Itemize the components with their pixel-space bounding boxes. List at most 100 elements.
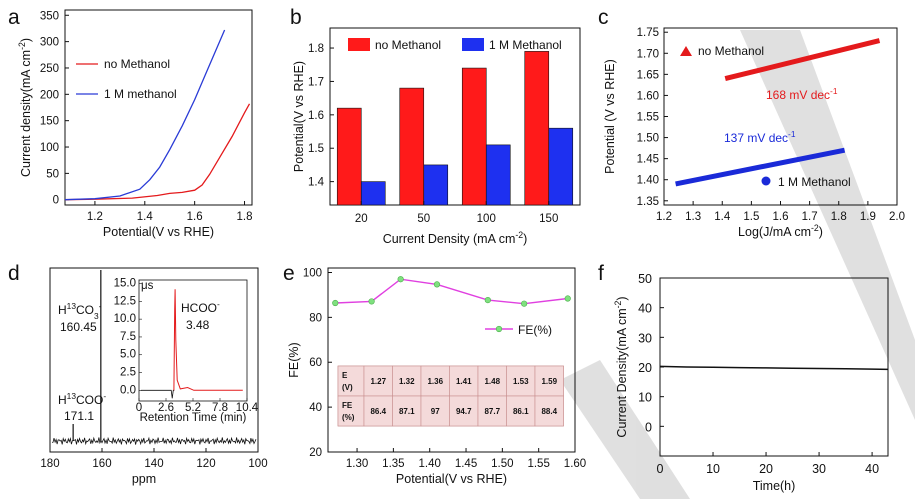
b-y-tick-label: 1.7	[308, 76, 324, 88]
c-y-axis-label: Potential (V vs RHE)	[603, 59, 617, 174]
e-table-cell-value: 86.4	[370, 407, 386, 416]
f-y-tick-label: 30	[638, 331, 652, 345]
panel-d-chart: 180 160 140 120 100 H13CO3-160.45 H13COO- 171.1…	[40, 267, 268, 486]
e-table-cell-value: 97	[431, 407, 440, 416]
f-x-tick-label: 20	[759, 462, 773, 476]
d-inset-y-tick-label: 5.0	[120, 349, 136, 361]
d-inset-x-tick-label: 7.8	[212, 402, 228, 414]
c-fit-line-0	[724, 38, 881, 82]
e-fe-point	[433, 281, 441, 288]
b-x-tick-label: 100	[477, 213, 496, 225]
c-y-tick-label: 1.45	[637, 154, 659, 166]
e-table-cell-value: 87.1	[399, 407, 415, 416]
d-inset-y-tick-label: 2.5	[120, 367, 136, 379]
panel-f-chart: 0 10 20 30 40 0 10 20 30 40 50 Time(h) Current Densi…	[613, 272, 889, 493]
d-x-tick-label: 100	[248, 458, 267, 470]
c-slope-annotation: 137 mV dec-1	[724, 129, 796, 145]
b-y-tick-label: 1.4	[308, 177, 325, 189]
panel-c-chart: 1.2 1.3 1.4 1.5 1.6 1.7 1.8 1.9 2.0 1.35 1.40 1.45 1…	[603, 27, 905, 239]
panel-label-a: a	[8, 6, 20, 29]
a-y-tick-label: 300	[40, 37, 59, 49]
b-bar	[423, 164, 449, 206]
e-fe-point	[564, 295, 571, 302]
panel-a-chart: 1.2 1.4 1.6 1.8 0 50 100 150 200 250 300 350 no Meth…	[17, 9, 253, 239]
e-table-cell-value: 1.27	[370, 377, 386, 386]
c-y-tick-label: 1.55	[637, 112, 659, 124]
a-y-tick-label: 150	[40, 116, 59, 128]
watermark	[560, 30, 915, 499]
d-inset-unit: μs	[141, 280, 154, 292]
a-y-tick-label: 50	[46, 168, 59, 180]
d-inset-x-tick-label: 2.6	[158, 402, 174, 414]
e-table-cell	[534, 395, 564, 427]
e-table-header-label: E	[342, 371, 348, 380]
d-inset-y-tick-label: 15.0	[114, 278, 136, 290]
e-legend-label: FE(%)	[518, 323, 552, 337]
c-x-tick-label: 1.2	[656, 211, 672, 223]
b-bar	[360, 181, 386, 206]
e-fe-point	[397, 276, 404, 283]
c-x-tick-label: 1.8	[831, 211, 847, 223]
d-peak-value: 160.45	[60, 320, 97, 334]
e-table-cell-value: 87.7	[484, 407, 500, 416]
e-table-header-label: FE	[342, 401, 353, 410]
d-inset-x-axis-label: Retention Time (min)	[140, 412, 247, 424]
f-x-axis-label: Time(h)	[753, 479, 796, 493]
panel-label-e: e	[283, 262, 295, 285]
b-bar	[548, 127, 574, 206]
b-x-axis-label: Current Density (mA cm-2)	[383, 230, 528, 246]
a-x-tick-label: 1.8	[237, 211, 253, 223]
e-table-header-cell	[337, 395, 365, 427]
c-x-tick-label: 1.9	[860, 211, 876, 223]
e-table-cell	[363, 395, 393, 427]
e-fe-point	[484, 296, 491, 304]
d-inset-peak-value: 3.48	[186, 318, 210, 332]
e-plot-frame	[327, 267, 576, 453]
a-series-line-0	[64, 103, 251, 201]
e-table-header-unit: (%)	[342, 413, 355, 422]
f-y-tick-label: 10	[638, 391, 652, 405]
e-fe-point	[368, 298, 375, 305]
e-table-cell-value: 94.7	[456, 407, 472, 416]
c-x-tick-label: 1.4	[714, 211, 731, 223]
e-x-tick-label: 1.30	[346, 458, 368, 470]
e-table-cell-value: 1.48	[484, 377, 500, 386]
f-y-tick-label: 0	[645, 420, 652, 434]
e-legend-marker	[495, 325, 503, 333]
d-peak-label: H13CO3-	[58, 301, 102, 321]
c-y-tick-label: 1.40	[637, 175, 659, 187]
a-y-tick-label: 350	[40, 10, 59, 22]
e-table-cell-value: 86.1	[513, 407, 529, 416]
e-table-cell-value: 1.41	[456, 377, 472, 386]
a-series-line-1	[64, 29, 226, 201]
b-bar	[524, 51, 550, 206]
d-inset-frame	[138, 279, 248, 402]
b-y-tick-label: 1.5	[308, 143, 324, 155]
e-x-tick-label: 1.40	[419, 458, 441, 470]
b-bar	[461, 67, 487, 206]
d-x-axis-label: ppm	[132, 472, 156, 486]
e-y-tick-label: 100	[303, 267, 322, 279]
d-inset-y-tick-label: 10.0	[114, 313, 136, 325]
f-x-tick-label: 40	[865, 462, 879, 476]
d-inset-chromatogram	[141, 389, 175, 399]
b-x-tick-label: 150	[539, 213, 558, 225]
e-table-header-unit: (V)	[342, 383, 353, 392]
a-x-tick-label: 1.2	[87, 211, 103, 223]
e-y-tick-label: 40	[309, 402, 322, 414]
a-y-tick-label: 200	[40, 89, 59, 101]
e-table-cell-value: 1.36	[427, 377, 443, 386]
e-y-tick-label: 20	[309, 447, 322, 459]
c-x-tick-label: 1.5	[743, 211, 759, 223]
b-y-tick-label: 1.8	[308, 43, 324, 55]
e-x-tick-label: 1.45	[455, 458, 477, 470]
d-x-tick-label: 120	[196, 458, 215, 470]
b-y-axis-label: Potential(V vs RHE)	[292, 61, 306, 172]
f-x-tick-label: 0	[657, 462, 664, 476]
c-x-tick-label: 2.0	[889, 211, 905, 223]
d-nmr-baseline	[51, 436, 257, 446]
d-peak-value: 171.1	[64, 409, 94, 423]
c-x-tick-label: 1.6	[773, 211, 789, 223]
e-x-axis-label: Potential(V vs RHE)	[396, 472, 507, 486]
c-y-tick-label: 1.50	[637, 133, 659, 145]
